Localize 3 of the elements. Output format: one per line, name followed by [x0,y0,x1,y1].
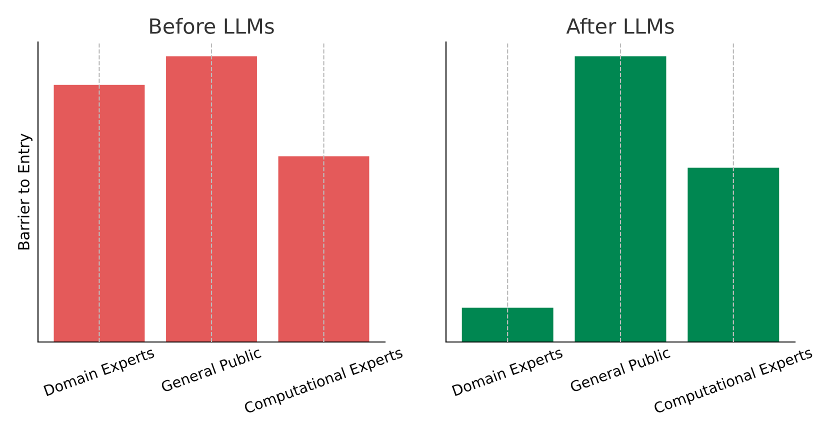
y-axis-title: Barrier to Entry [18,134,32,250]
chart-title: After LLMs [566,18,674,34]
chart-title: Before LLMs [150,18,274,34]
